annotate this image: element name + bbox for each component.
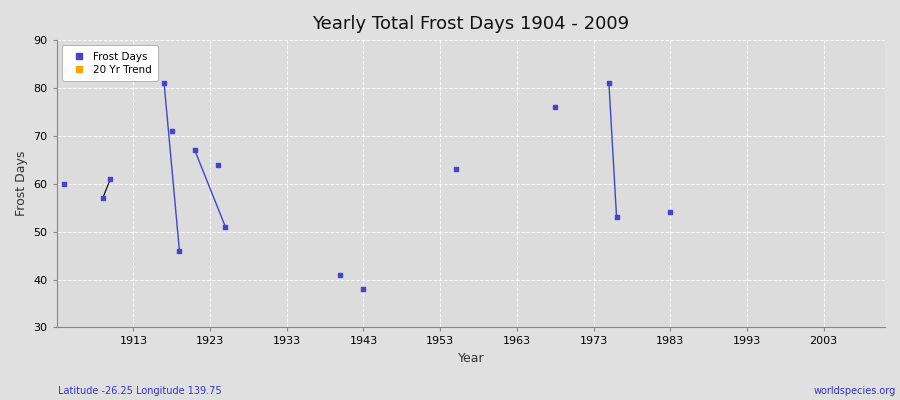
Point — [187, 147, 202, 154]
Point — [58, 180, 72, 187]
Point — [663, 209, 678, 216]
X-axis label: Year: Year — [457, 352, 484, 365]
Point — [104, 176, 118, 182]
Point — [165, 128, 179, 134]
Point — [211, 162, 225, 168]
Point — [218, 224, 232, 230]
Text: worldspecies.org: worldspecies.org — [814, 386, 896, 396]
Point — [172, 248, 186, 254]
Y-axis label: Frost Days: Frost Days — [15, 151, 28, 216]
Text: Latitude -26.25 Longitude 139.75: Latitude -26.25 Longitude 139.75 — [58, 386, 222, 396]
Point — [602, 80, 616, 86]
Point — [157, 80, 171, 86]
Point — [95, 195, 110, 201]
Point — [448, 166, 463, 172]
Point — [609, 214, 624, 220]
Point — [548, 104, 562, 110]
Point — [356, 286, 371, 292]
Point — [333, 272, 347, 278]
Legend: Frost Days, 20 Yr Trend: Frost Days, 20 Yr Trend — [62, 45, 158, 81]
Title: Yearly Total Frost Days 1904 - 2009: Yearly Total Frost Days 1904 - 2009 — [312, 15, 629, 33]
